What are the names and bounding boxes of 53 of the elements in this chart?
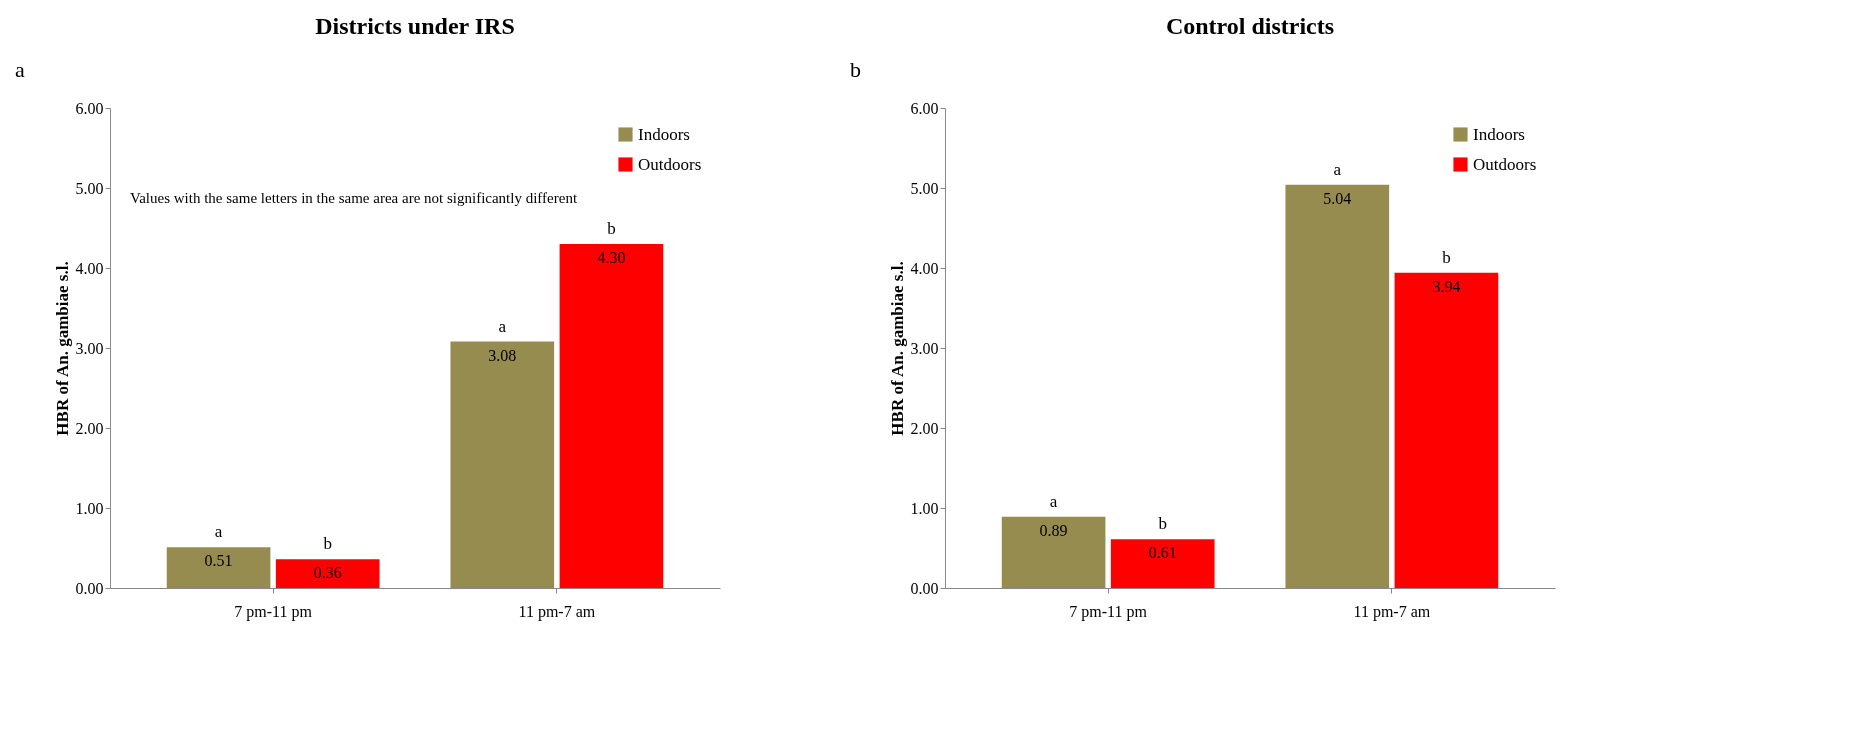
y-tick-label: 6.00 [75, 99, 104, 117]
y-tick-label: 0.00 [75, 579, 104, 597]
annotation: a [214, 522, 223, 542]
bar [166, 547, 271, 588]
data-label: 0.89 [1039, 521, 1068, 539]
chart-title: Control districts [1165, 13, 1335, 39]
chart-title: Districts under IRS [315, 13, 515, 39]
y-tick-label: 3.00 [75, 339, 104, 357]
y-tick-label: 1.00 [75, 499, 104, 517]
y-tick-label: 4.00 [910, 259, 939, 277]
legend-label: Indoors [1473, 124, 1525, 144]
annotation: a [1049, 491, 1058, 511]
y-axis-title: HBR of An. gambiae s.l. [52, 261, 72, 436]
y-tick-label: 2.00 [910, 419, 939, 437]
bar [450, 341, 555, 588]
annotation: b [1442, 247, 1451, 267]
annotation: b [1158, 514, 1167, 534]
data-label: 0.51 [204, 552, 233, 570]
annotation: b [323, 534, 332, 554]
annotation: Values with the same letters in the same area are not significantly different [130, 190, 578, 206]
legend-label: Indoors [638, 124, 690, 144]
y-tick-label: 0.00 [910, 579, 939, 597]
bar [275, 559, 380, 588]
data-label: 3.08 [488, 346, 517, 364]
bar [559, 244, 664, 588]
x-tick-label: 11 pm-7 am [518, 602, 596, 621]
text: b [850, 57, 861, 82]
bar [1394, 272, 1499, 588]
y-tick-label: 6.00 [910, 99, 939, 117]
data-label: 4.30 [597, 249, 626, 266]
x-tick-label: 11 pm-7 am [1353, 602, 1431, 621]
data-label: 0.61 [1148, 544, 1177, 562]
y-tick-label: 1.00 [910, 499, 939, 517]
x-tick-label: 7 pm-11 pm [234, 602, 313, 621]
bar [1285, 184, 1390, 588]
annotation: a [498, 316, 507, 336]
bar [1110, 539, 1215, 588]
y-tick-label: 5.00 [75, 179, 104, 197]
y-tick-label: 2.00 [75, 419, 104, 437]
bar [1001, 516, 1106, 588]
y-tick-label: 5.00 [910, 179, 939, 197]
legend-label: Outdoors [638, 154, 702, 174]
legend-label: Outdoors [1473, 154, 1537, 174]
y-tick-label: 3.00 [910, 339, 939, 357]
text: a [15, 57, 25, 82]
annotation: a [1333, 159, 1342, 179]
data-label: 3.94 [1432, 277, 1461, 295]
y-tick-label: 4.00 [75, 259, 104, 277]
data-label: 5.04 [1323, 189, 1352, 207]
annotation: b [607, 219, 616, 238]
data-label: 0.36 [313, 564, 342, 582]
y-axis-title: HBR of An. gambiae s.l. [887, 261, 907, 436]
x-tick-label: 7 pm-11 pm [1069, 602, 1148, 621]
